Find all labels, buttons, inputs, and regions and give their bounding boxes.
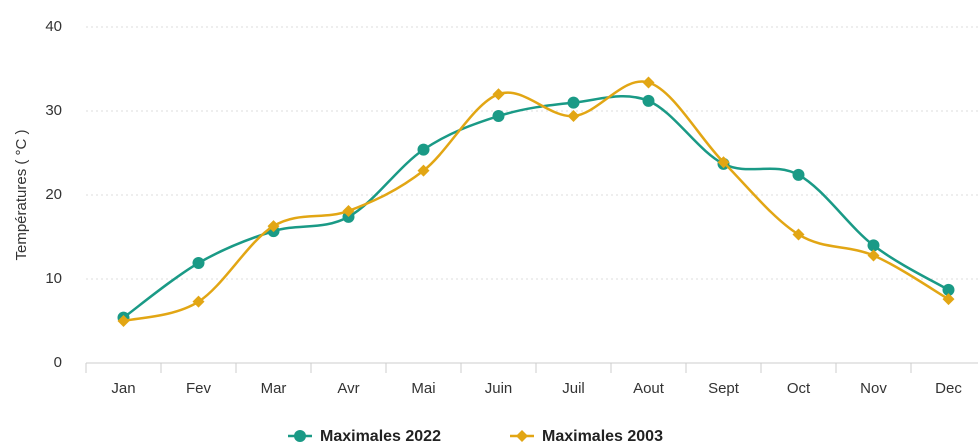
- series-line: [123, 80, 950, 323]
- point: [867, 239, 880, 252]
- x-tick-label: Dec: [935, 380, 962, 397]
- point: [516, 430, 528, 442]
- legend-item: Maximales 2003: [510, 428, 663, 445]
- point: [342, 204, 355, 217]
- x-tick-label: Fev: [186, 380, 212, 397]
- point: [492, 88, 505, 101]
- point: [492, 110, 505, 123]
- y-tick-label: 10: [45, 270, 62, 287]
- x-tick-label: Mai: [411, 380, 435, 397]
- x-tick-label: Aout: [633, 380, 665, 397]
- x-tick-label: Jan: [111, 380, 135, 397]
- x-tick-label: Juil: [562, 380, 585, 397]
- y-tick-label: 0: [54, 354, 62, 371]
- x-tick-label: Avr: [337, 380, 359, 397]
- y-tick-label: 20: [45, 186, 62, 203]
- x-tick-label: Juin: [485, 380, 513, 397]
- point: [792, 228, 805, 241]
- point: [717, 156, 730, 169]
- point: [942, 283, 955, 296]
- point: [192, 295, 205, 308]
- point: [567, 96, 580, 109]
- point: [417, 143, 430, 156]
- point: [642, 76, 655, 89]
- point: [567, 110, 580, 123]
- y-axis-label: Températures ( °C ): [13, 129, 30, 260]
- y-tick-label: 30: [45, 102, 62, 119]
- x-tick-label: Sept: [708, 380, 740, 397]
- legend-item: Maximales 2022: [288, 428, 441, 445]
- legend-label: Maximales 2003: [542, 428, 663, 445]
- x-tick-label: Nov: [860, 380, 887, 397]
- point: [192, 257, 205, 270]
- point: [942, 293, 955, 306]
- point: [642, 94, 655, 107]
- point: [792, 168, 805, 181]
- point: [117, 315, 130, 327]
- point: [267, 220, 280, 233]
- point: [867, 249, 880, 262]
- legend-label: Maximales 2022: [320, 428, 441, 445]
- y-tick-label: 40: [45, 18, 62, 35]
- point: [294, 430, 306, 442]
- series-line: [122, 95, 950, 319]
- x-tick-label: Mar: [261, 380, 287, 397]
- point: [417, 164, 430, 177]
- x-tick-label: Oct: [787, 380, 811, 397]
